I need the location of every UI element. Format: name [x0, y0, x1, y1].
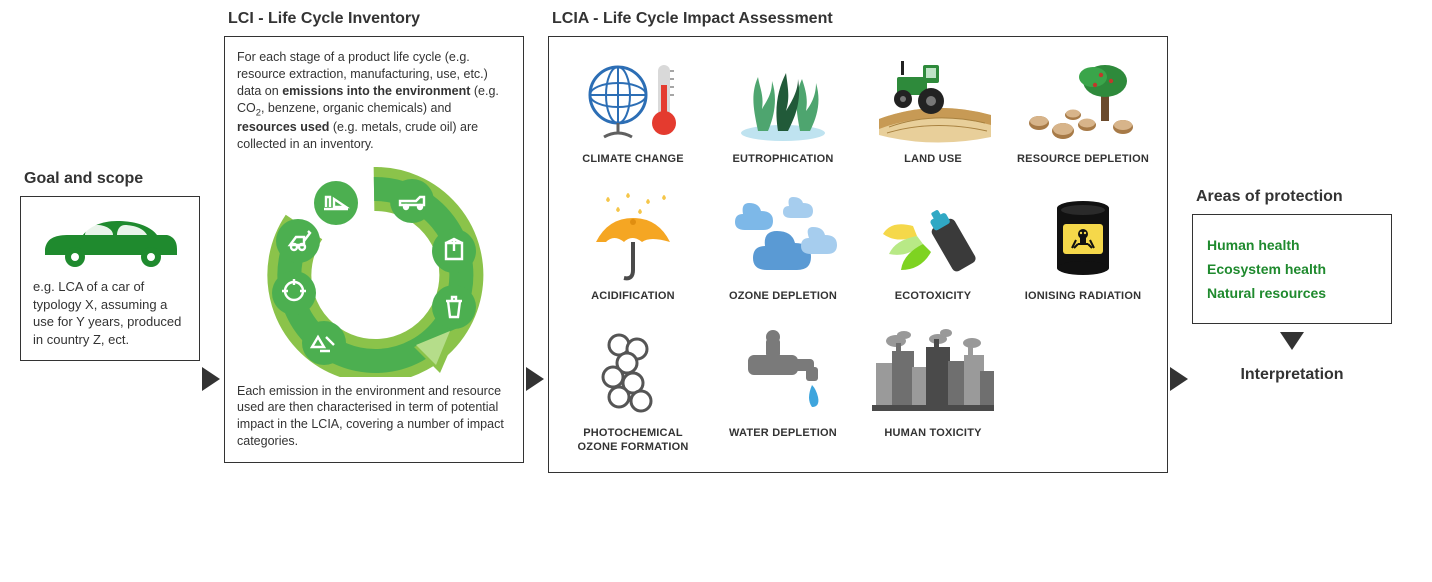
aop-item: Ecosystem health — [1207, 261, 1377, 277]
goal-title: Goal and scope — [20, 170, 200, 188]
impact-ecotoxicity: ECOTOXICITY — [863, 192, 1003, 303]
aop-column: Areas of protection Human health Ecosyst… — [1192, 188, 1392, 384]
interpretation-title: Interpretation — [1192, 366, 1392, 384]
impact-ozone: OZONE DEPLETION — [713, 192, 853, 303]
impact-ionising: IONISING RADIATION — [1013, 192, 1153, 303]
car-icon — [33, 213, 187, 268]
globe-icon — [590, 67, 646, 137]
flow-arrow-icon — [198, 364, 226, 399]
impact-acidification: ACIDIFICATION — [563, 192, 703, 303]
tractor-icon — [894, 61, 944, 114]
flow-arrow-icon — [1166, 364, 1194, 399]
impact-grid: CLIMATE CHANGE — [563, 55, 1153, 454]
impact-resource: RESOURCE DEPLETION — [1013, 55, 1153, 166]
impact-photochem: PHOTOCHEMICAL OZONE FORMATION — [563, 329, 703, 453]
lci-text-top: For each stage of a product life cycle (… — [237, 49, 511, 153]
impact-water: WATER DEPLETION — [713, 329, 853, 453]
flow-arrow-icon — [522, 364, 550, 399]
thermometer-icon — [652, 65, 676, 135]
impact-humantox: HUMAN TOXICITY — [863, 329, 1003, 453]
impact-climate: CLIMATE CHANGE — [563, 55, 703, 166]
lci-text-bottom: Each emission in the environment and res… — [237, 383, 511, 451]
aop-panel: Human health Ecosystem health Natural re… — [1192, 214, 1392, 324]
lifecycle-cycle-icon — [237, 167, 511, 377]
aop-item: Natural resources — [1207, 285, 1377, 301]
down-arrow-icon — [1192, 328, 1392, 354]
lcia-column: LCIA - Life Cycle Impact Assessment — [548, 10, 1168, 473]
lca-flow-diagram: Goal and scope e.g. LCA of a car of typo… — [20, 10, 1412, 473]
lci-panel: For each stage of a product life cycle (… — [224, 36, 524, 463]
goal-panel: e.g. LCA of a car of typology X, assumin… — [20, 196, 200, 361]
goal-column: Goal and scope e.g. LCA of a car of typo… — [20, 170, 200, 361]
impact-landuse: LAND USE — [863, 55, 1003, 166]
aop-item: Human health — [1207, 237, 1377, 253]
goal-text: e.g. LCA of a car of typology X, assumin… — [33, 278, 187, 348]
impact-eutrophication: EUTROPHICATION — [713, 55, 853, 166]
lcia-title: LCIA - Life Cycle Impact Assessment — [548, 10, 1168, 28]
lcia-panel: CLIMATE CHANGE — [548, 36, 1168, 473]
lci-column: LCI - Life Cycle Inventory For each stag… — [224, 10, 524, 463]
aop-title: Areas of protection — [1192, 188, 1392, 206]
lci-title: LCI - Life Cycle Inventory — [224, 10, 524, 28]
